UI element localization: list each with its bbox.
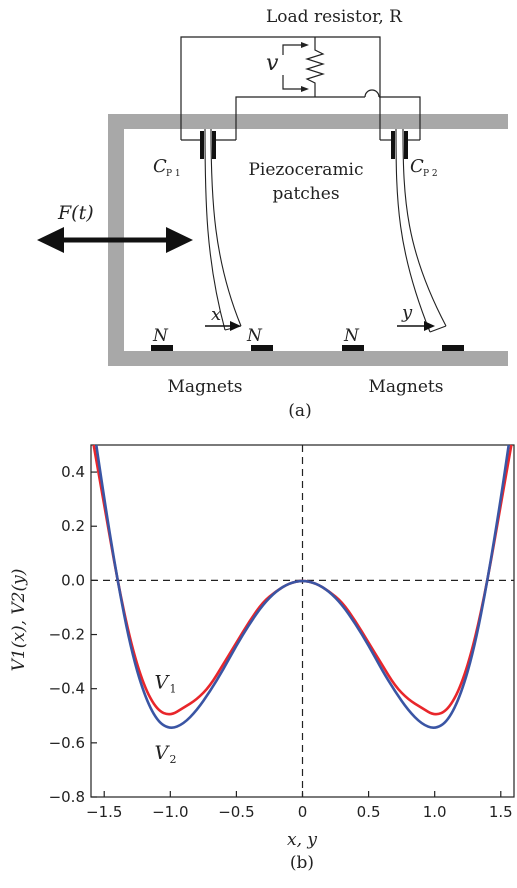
- series-line-v1: [92, 444, 513, 716]
- y-label: y: [401, 302, 413, 323]
- y-axis-label: V1(x), V2(y): [9, 569, 29, 672]
- force-label: F(t): [57, 202, 94, 224]
- load-resistor-label: Load resistor, R: [266, 7, 403, 27]
- x-tick-label: −0.5: [218, 803, 254, 821]
- curve-label-subscript: 2: [169, 753, 176, 766]
- magnets-left-label: Magnets: [168, 377, 243, 397]
- y-tick-label: 0.2: [61, 517, 85, 535]
- force-arrow: [37, 227, 193, 253]
- magnets: [151, 345, 464, 351]
- y-tick-label: 0.4: [61, 463, 85, 481]
- axis-ticks: −1.5 −1.0 −0.5 0 0.5 1.0 1.5 0.4 0.2 0.0 −0.2 −0.4 −…: [49, 463, 513, 821]
- cp2-label: C: [410, 156, 424, 177]
- y-tick-label: −0.4: [49, 680, 85, 698]
- series-line-v2: [95, 444, 510, 729]
- x-tick-label: 1.5: [489, 803, 513, 821]
- cantilever-beams: [204, 128, 447, 333]
- y-tick-label: −0.6: [49, 734, 85, 752]
- schematic-diagram: Load resistor, R v C P 1 C P 2 Piezocera…: [37, 7, 508, 420]
- curve-label-2: V: [154, 742, 170, 764]
- cp2-subscript: P 2: [423, 169, 438, 179]
- curve-annotations: V 1V 2: [154, 672, 176, 766]
- piezo-patches: [200, 131, 408, 159]
- resistor-symbol: [304, 37, 326, 97]
- curve-label-subscript: 1: [169, 683, 176, 696]
- chart-series: [92, 444, 513, 729]
- x-tick-label: −1.0: [152, 803, 188, 821]
- y-tick-label: −0.8: [49, 788, 85, 806]
- y-tick-label: −0.2: [49, 626, 85, 644]
- magnet-n-label: N: [246, 326, 263, 346]
- curve-label-1: V: [154, 672, 170, 694]
- caption-a: (a): [288, 401, 311, 420]
- voltage-label: v: [266, 51, 279, 76]
- magnet-n-label: N: [152, 326, 169, 346]
- magnets-right-label: Magnets: [369, 377, 444, 397]
- magnet-n-label: N: [343, 326, 360, 346]
- cp1-subscript: P 1: [166, 169, 181, 179]
- voltage-arrowheads: [301, 42, 309, 92]
- y-tick-label: 0.0: [61, 571, 85, 589]
- displacement-arrows: [205, 321, 435, 331]
- piezo-label-line2: patches: [272, 184, 339, 204]
- x-tick-label: 0: [298, 803, 308, 821]
- plot-frame: [90, 444, 515, 798]
- piezo-label-line1: Piezoceramic: [248, 160, 363, 180]
- support-frame: [108, 114, 508, 366]
- caption-b: (b): [290, 853, 314, 873]
- x-tick-label: −1.5: [86, 803, 122, 821]
- x-axis-label: x, y: [287, 830, 317, 850]
- x-label: x: [211, 304, 221, 325]
- x-tick-label: 1.0: [423, 803, 447, 821]
- x-tick-label: 0.5: [357, 803, 381, 821]
- cp1-label: C: [153, 156, 167, 177]
